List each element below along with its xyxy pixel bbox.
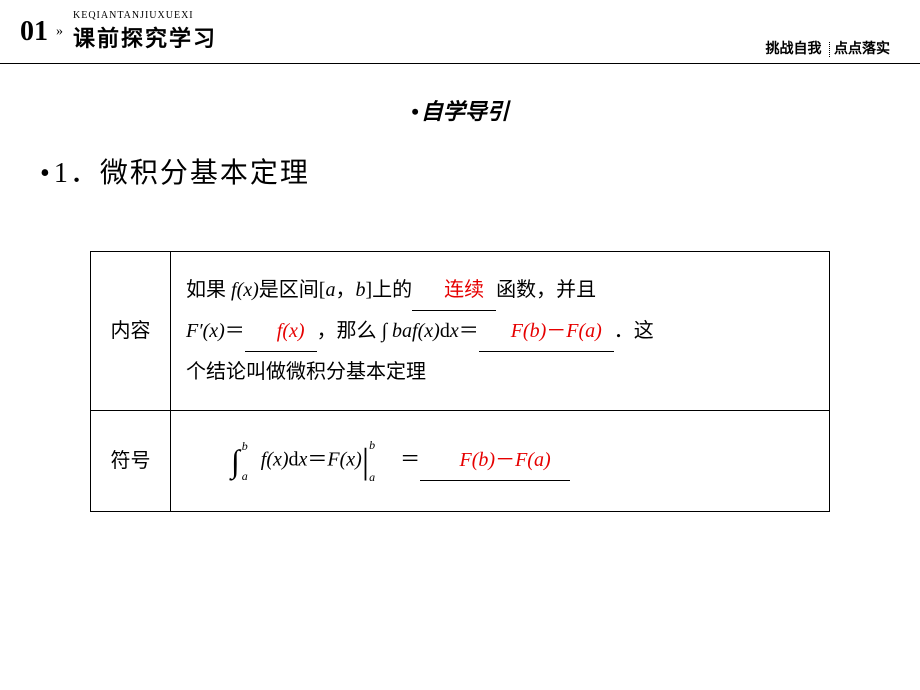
b-var: b xyxy=(355,279,365,301)
F-prime: F′ xyxy=(186,320,203,342)
header-left: 01 » KEQIANTANJIUXUEXI 课前探究学习 xyxy=(20,10,217,53)
answer-3-minus: － xyxy=(546,320,566,342)
blank-4: F(b)－F(a) xyxy=(420,440,570,481)
x-paren: (x) xyxy=(203,320,225,342)
integral-limits: b a xyxy=(242,440,248,482)
eval-upper: b xyxy=(369,439,375,451)
row2-content: ∫ b a f(x)dx＝F(x)|ba ＝ F(b)－F(a) xyxy=(171,411,830,512)
header-right: 挑战自我 点点落实 xyxy=(766,38,891,58)
eval-bar-icon: | xyxy=(362,445,369,477)
text-part: ．这 xyxy=(614,320,654,342)
theorem-table: 内容 如果 f(x)是区间[a，b]上的 连续 函数，并且 F′(x)＝ f(x… xyxy=(90,251,830,512)
Fx: F(x) xyxy=(327,449,361,471)
row1-label: 内容 xyxy=(91,252,171,411)
baf: baf xyxy=(392,320,418,342)
row2-label: 符号 xyxy=(91,411,171,512)
text-part: 个结论叫做微积分基本定理 xyxy=(186,361,426,383)
x-paren: (x) xyxy=(266,449,288,471)
a-var: a xyxy=(325,279,335,301)
blank-2: f(x) xyxy=(245,311,317,352)
answer-1: 连续 xyxy=(444,279,484,301)
blank-3: F(b)－F(a) xyxy=(479,311,614,352)
comma: ， xyxy=(335,279,355,301)
answer-4-fb: F(b) xyxy=(460,449,496,471)
header-title-block: KEQIANTANJIUXUEXI 课前探究学习 xyxy=(73,10,217,53)
answer-3-fb: F(b) xyxy=(511,320,547,342)
row1-content: 如果 f(x)是区间[a，b]上的 连续 函数，并且 F′(x)＝ f(x) ，… xyxy=(171,252,830,411)
header-right-2: 点点落实 xyxy=(834,42,890,57)
d-text: d xyxy=(289,449,299,471)
int-upper: b xyxy=(242,440,248,452)
integral-block: ∫ b a xyxy=(231,429,256,493)
x-paren: (x) xyxy=(418,320,440,342)
header-right-1: 挑战自我 xyxy=(766,42,822,57)
subtitle: 自学导引 xyxy=(0,94,920,126)
eq: ＝ xyxy=(400,449,420,471)
divider-icon xyxy=(829,42,830,57)
text-part: 如果 xyxy=(186,279,231,301)
text-part: ，那么 xyxy=(317,320,382,342)
eq: ＝ xyxy=(225,320,245,342)
table-row: 符号 ∫ b a f(x)dx＝F(x)|ba ＝ F(b)－F(a) xyxy=(91,411,830,512)
int-lower: a xyxy=(242,470,248,482)
section-number: 01 xyxy=(20,16,48,48)
integral-sign-icon: ∫ xyxy=(231,429,240,493)
integral-text: ∫ xyxy=(382,320,387,342)
answer-4-minus: － xyxy=(495,449,515,471)
page-header: 01 » KEQIANTANJIUXUEXI 课前探究学习 挑战自我 点点落实 xyxy=(0,0,920,64)
text-part: ]上的 xyxy=(365,279,412,301)
x-paren: (x) xyxy=(237,279,259,301)
answer-2: f(x) xyxy=(277,320,305,342)
pinyin-text: KEQIANTANJIUXUEXI xyxy=(73,10,217,21)
table-row: 内容 如果 f(x)是区间[a，b]上的 连续 函数，并且 F′(x)＝ f(x… xyxy=(91,252,830,411)
arrows-icon: » xyxy=(56,24,63,40)
table-container: 内容 如果 f(x)是区间[a，b]上的 连续 函数，并且 F′(x)＝ f(x… xyxy=(90,251,830,512)
eval-limits: ba xyxy=(369,439,375,483)
header-title: 课前探究学习 xyxy=(73,21,217,53)
dx-text: d xyxy=(440,320,450,342)
main-heading: 1．微积分基本定理 xyxy=(40,151,920,191)
x-var: x xyxy=(450,320,459,342)
eq: ＝ xyxy=(459,320,479,342)
answer-3-fa: F(a) xyxy=(566,320,602,342)
text-part: 函数，并且 xyxy=(496,279,596,301)
answer-4-fa: F(a) xyxy=(515,449,551,471)
eq: ＝ xyxy=(307,449,327,471)
blank-1: 连续 xyxy=(412,270,496,311)
eval-lower: a xyxy=(369,471,375,483)
text-part: 是区间[ xyxy=(259,279,326,301)
